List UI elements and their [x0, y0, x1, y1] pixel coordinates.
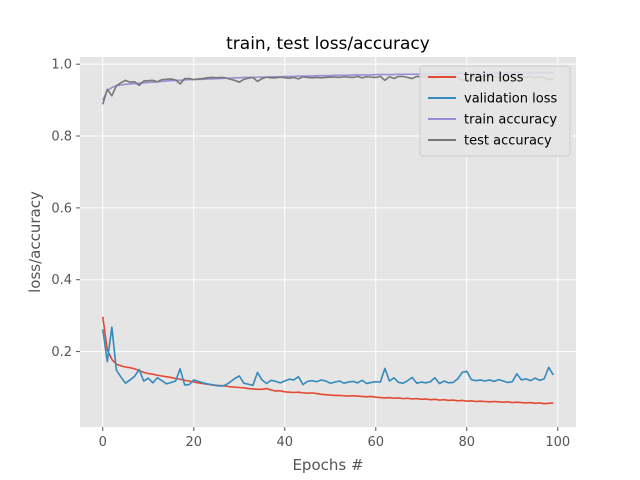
- y-axis: 0.2 0.4 0.6 0.8 1.0: [51, 58, 80, 360]
- y-tick-label: 1.0: [51, 58, 72, 73]
- x-tick-label: 60: [368, 435, 385, 450]
- y-tick-label: 0.4: [51, 273, 72, 288]
- x-tick-label: 80: [459, 435, 476, 450]
- x-tick-label: 20: [185, 435, 202, 450]
- series-line-validation-loss: [101, 326, 554, 387]
- legend-label-test-accuracy: test accuracy: [464, 134, 552, 149]
- legend-box: [419, 65, 571, 157]
- y-tick-label: 0.6: [51, 201, 72, 216]
- x-axis-label: Epochs #: [292, 456, 363, 474]
- y-tick-label: 0.8: [51, 130, 72, 145]
- y-tick-label: 0.2: [51, 345, 72, 360]
- y-axis-label: loss/accuracy: [26, 191, 44, 293]
- x-axis: 0 20 40 60 80 100: [99, 427, 570, 450]
- x-tick-label: 0: [99, 435, 107, 450]
- legend-label-train-loss: train loss: [464, 71, 524, 86]
- legend-label-train-accuracy: train accuracy: [464, 113, 557, 128]
- legend: train loss validation loss train accuracy t…: [419, 65, 571, 157]
- legend-label-validation-loss: validation loss: [464, 92, 557, 107]
- x-tick-label: 40: [276, 435, 293, 450]
- series-line-train-loss: [101, 316, 554, 405]
- chart-title: train, test loss/accuracy: [226, 34, 430, 54]
- x-tick-label: 100: [545, 435, 570, 450]
